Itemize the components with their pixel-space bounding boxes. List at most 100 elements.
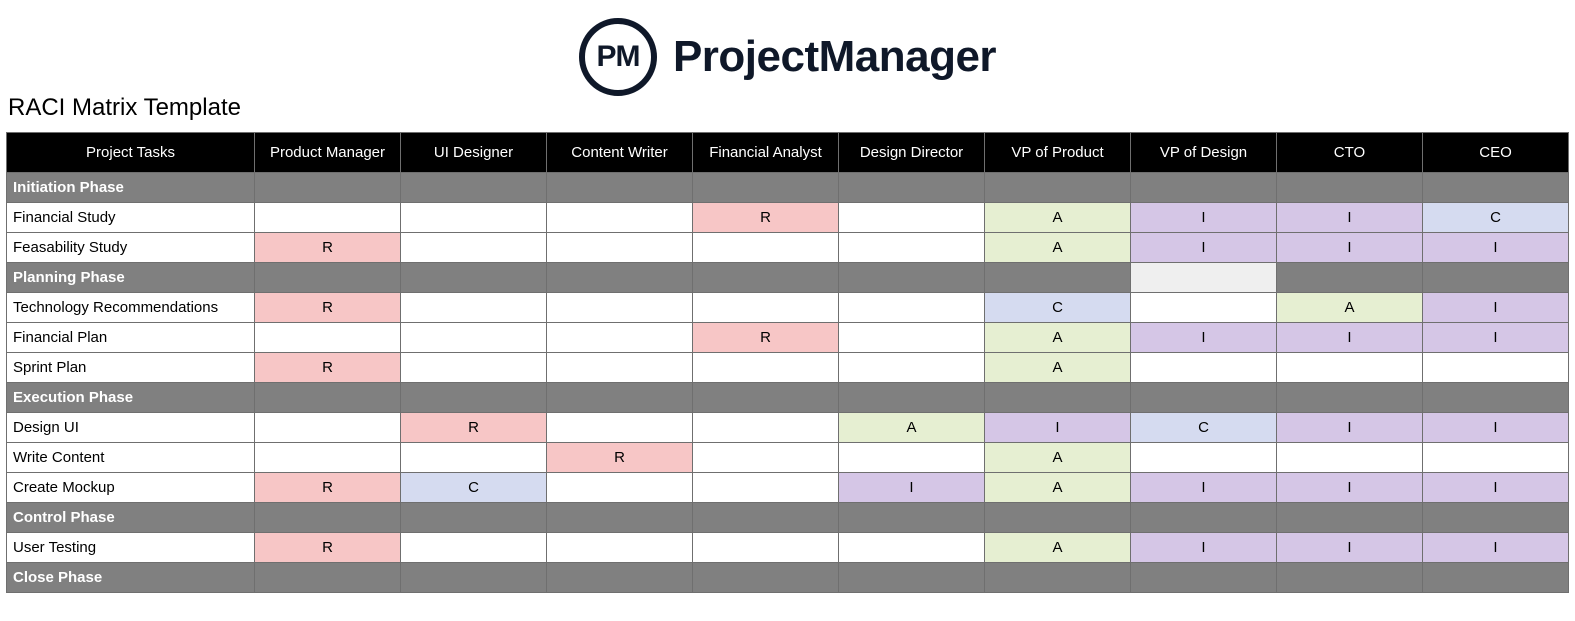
phase-blank-cell xyxy=(547,383,693,413)
raci-cell-blank xyxy=(547,323,693,353)
column-header-role: VP of Product xyxy=(985,133,1131,173)
raci-cell-I: I xyxy=(1131,233,1277,263)
raci-cell-R: R xyxy=(693,203,839,233)
task-name: Technology Recommendations xyxy=(7,293,255,323)
raci-cell-blank xyxy=(1423,443,1569,473)
task-name: Sprint Plan xyxy=(7,353,255,383)
column-header-role: VP of Design xyxy=(1131,133,1277,173)
raci-cell-I: I xyxy=(1277,413,1423,443)
phase-blank-cell xyxy=(255,263,401,293)
raci-cell-I: I xyxy=(985,413,1131,443)
raci-cell-I: I xyxy=(1131,473,1277,503)
phase-blank-cell xyxy=(1423,383,1569,413)
phase-blank-cell xyxy=(255,563,401,593)
task-name: Create Mockup xyxy=(7,473,255,503)
raci-cell-I: I xyxy=(1423,533,1569,563)
logo-icon: PM xyxy=(579,18,657,96)
raci-cell-blank xyxy=(547,473,693,503)
raci-cell-I: I xyxy=(839,473,985,503)
column-header-role: CEO xyxy=(1423,133,1569,173)
raci-cell-blank xyxy=(255,203,401,233)
task-row: Design UIRAICII xyxy=(7,413,1569,443)
raci-cell-R: R xyxy=(255,533,401,563)
raci-cell-A: A xyxy=(985,473,1131,503)
phase-label: Control Phase xyxy=(7,503,255,533)
phase-blank-cell xyxy=(1131,503,1277,533)
raci-cell-I: I xyxy=(1423,323,1569,353)
raci-cell-C: C xyxy=(1131,413,1277,443)
phase-blank-cell xyxy=(547,563,693,593)
column-header-role: Design Director xyxy=(839,133,985,173)
raci-cell-blank xyxy=(401,203,547,233)
raci-cell-C: C xyxy=(1423,203,1569,233)
raci-cell-blank xyxy=(693,233,839,263)
phase-blank-cell xyxy=(1277,503,1423,533)
phase-blank-cell xyxy=(1131,173,1277,203)
raci-table: Project TasksProduct ManagerUI DesignerC… xyxy=(6,132,1569,593)
task-name: Financial Study xyxy=(7,203,255,233)
raci-cell-A: A xyxy=(985,233,1131,263)
phase-blank-cell xyxy=(985,173,1131,203)
phase-blank-cell xyxy=(255,503,401,533)
task-name: Design UI xyxy=(7,413,255,443)
raci-cell-R: R xyxy=(693,323,839,353)
column-header-role: CTO xyxy=(1277,133,1423,173)
phase-blank-cell xyxy=(839,503,985,533)
phase-label: Initiation Phase xyxy=(7,173,255,203)
raci-cell-blank xyxy=(839,353,985,383)
raci-cell-blank xyxy=(401,293,547,323)
phase-blank-cell xyxy=(985,503,1131,533)
raci-cell-I: I xyxy=(1277,533,1423,563)
phase-blank-cell xyxy=(693,563,839,593)
phase-blank-cell xyxy=(1131,563,1277,593)
phase-blank-cell xyxy=(401,173,547,203)
phase-blank-cell xyxy=(1277,263,1423,293)
task-row: User TestingRAIII xyxy=(7,533,1569,563)
raci-cell-A: A xyxy=(985,353,1131,383)
raci-cell-blank xyxy=(693,443,839,473)
raci-cell-R: R xyxy=(401,413,547,443)
raci-cell-blank xyxy=(1423,353,1569,383)
phase-blank-cell xyxy=(1423,173,1569,203)
task-row: Create MockupRCIAIII xyxy=(7,473,1569,503)
raci-cell-blank xyxy=(401,323,547,353)
raci-cell-I: I xyxy=(1277,203,1423,233)
column-header-role: Financial Analyst xyxy=(693,133,839,173)
phase-blank-cell xyxy=(401,383,547,413)
raci-cell-blank xyxy=(839,293,985,323)
raci-cell-blank xyxy=(839,233,985,263)
raci-cell-blank xyxy=(839,533,985,563)
raci-cell-R: R xyxy=(255,293,401,323)
task-row: Feasability StudyRAIII xyxy=(7,233,1569,263)
phase-blank-cell xyxy=(255,173,401,203)
raci-cell-blank xyxy=(839,323,985,353)
phase-blank-cell xyxy=(401,503,547,533)
phase-blank-cell xyxy=(1131,383,1277,413)
page-title: RACI Matrix Template xyxy=(0,94,1575,132)
phase-blank-cell xyxy=(547,263,693,293)
raci-cell-I: I xyxy=(1423,293,1569,323)
phase-blank-cell xyxy=(401,263,547,293)
raci-cell-blank xyxy=(693,353,839,383)
raci-cell-A: A xyxy=(985,533,1131,563)
phase-blank-cell xyxy=(1423,263,1569,293)
phase-blank-cell xyxy=(547,173,693,203)
phase-blank-cell xyxy=(693,263,839,293)
raci-cell-blank xyxy=(401,233,547,263)
logo-text: ProjectManager xyxy=(673,32,996,82)
raci-cell-blank xyxy=(401,443,547,473)
raci-cell-I: I xyxy=(1423,473,1569,503)
raci-cell-blank xyxy=(547,233,693,263)
task-name: Feasability Study xyxy=(7,233,255,263)
phase-label: Planning Phase xyxy=(7,263,255,293)
phase-blank-cell xyxy=(547,503,693,533)
phase-label: Close Phase xyxy=(7,563,255,593)
phase-blank-cell xyxy=(1277,173,1423,203)
raci-cell-blank xyxy=(547,533,693,563)
task-name: User Testing xyxy=(7,533,255,563)
column-header-role: Content Writer xyxy=(547,133,693,173)
phase-blank-cell xyxy=(839,383,985,413)
raci-cell-A: A xyxy=(1277,293,1423,323)
raci-cell-blank xyxy=(1131,293,1277,323)
raci-cell-R: R xyxy=(547,443,693,473)
